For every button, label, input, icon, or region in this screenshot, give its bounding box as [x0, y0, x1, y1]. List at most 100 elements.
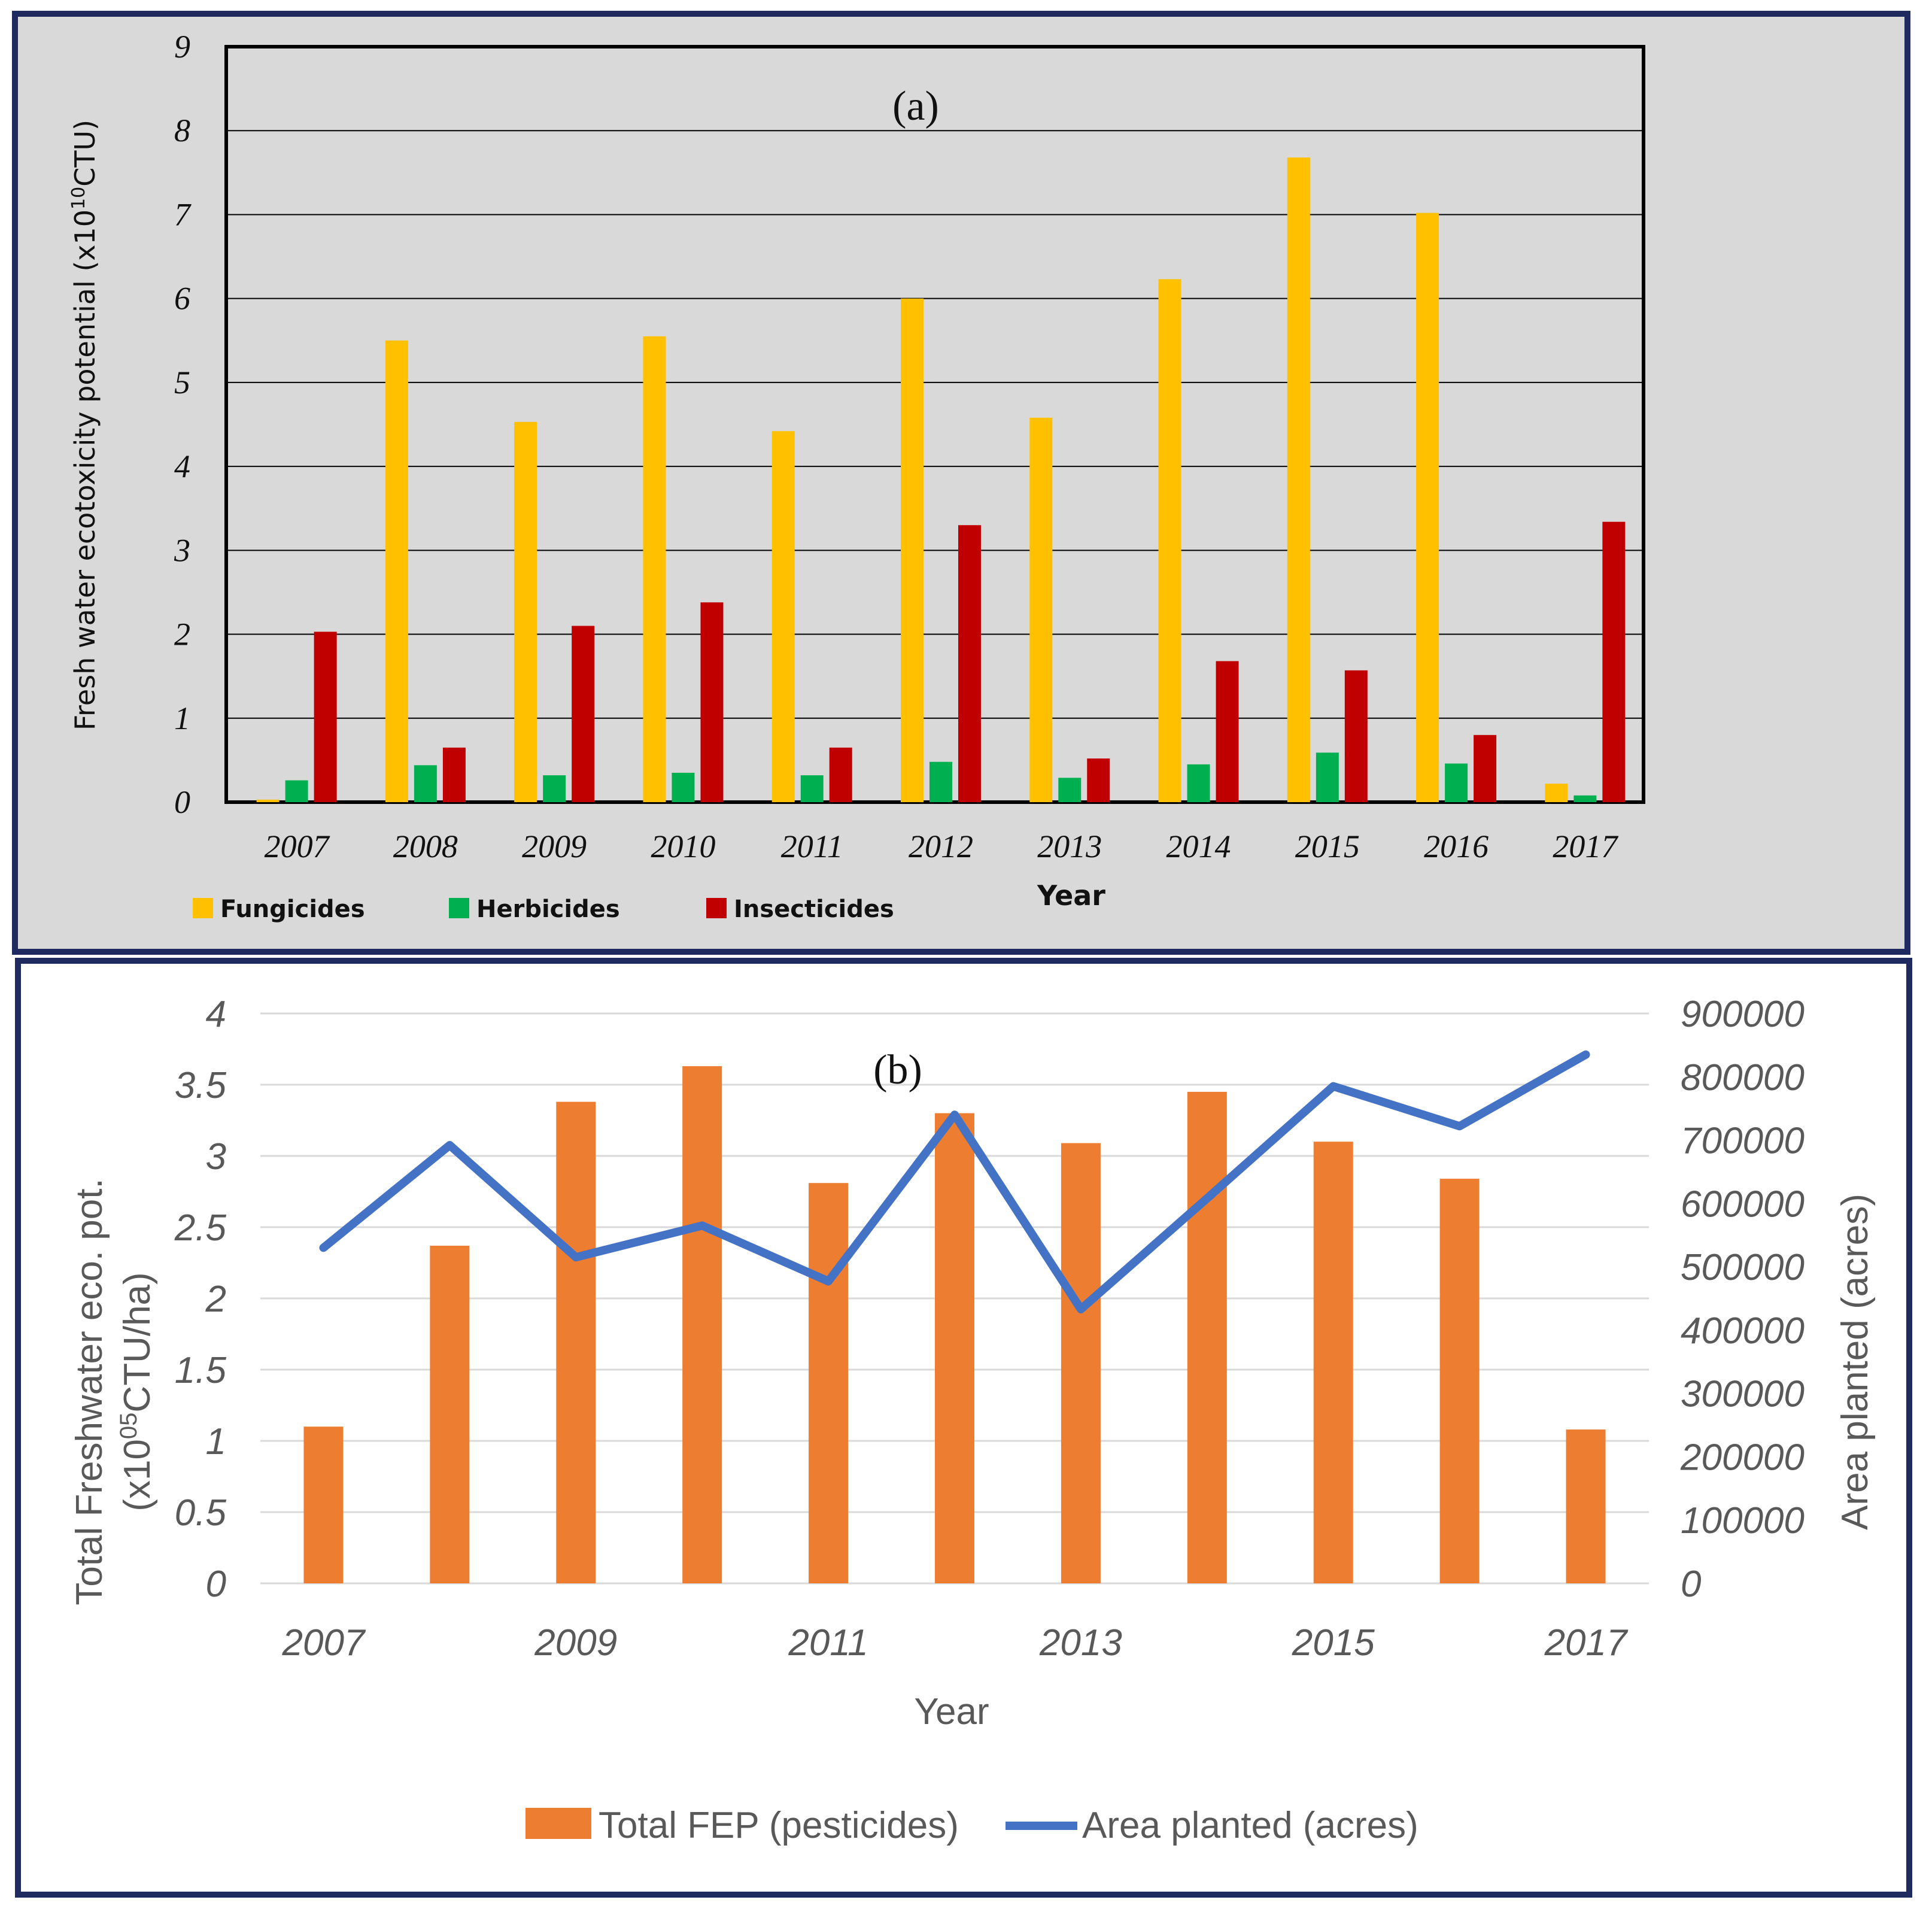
- panel-b-right-y-tick-label: 600000: [1681, 1183, 1805, 1225]
- panel-b-x-tick-label: 2017: [1544, 1622, 1629, 1664]
- panel-a-x-tick-label: 2016: [1424, 828, 1489, 864]
- panel-b-right-y-ticks: 0 100000 200000 300000 400000 500000 600000 700…: [1680, 994, 1805, 1605]
- panel-b-right-y-tick-label: 800000: [1681, 1057, 1805, 1098]
- panel-a-y-tick-label: 1: [174, 700, 190, 736]
- legend-label-insecticides: Insecticides: [734, 896, 894, 923]
- panel-a-y-tick-label: 3: [174, 532, 190, 568]
- bar-insecticides-2008: [442, 747, 466, 802]
- bar-fungicides-2014: [1158, 279, 1181, 803]
- panel-a-x-tick-label: 2010: [651, 828, 715, 864]
- panel-a-y-tick-label: 7: [174, 196, 192, 232]
- legend-label-fungicides: Fungicides: [220, 896, 365, 923]
- panel-a-x-tick-label: 2008: [393, 828, 458, 864]
- bar-total-fep-2014: [1187, 1091, 1227, 1583]
- bar-herbicides-2011: [800, 775, 824, 802]
- panel-b-x-tick-label: 2011: [788, 1622, 868, 1664]
- panel-b-right-y-tick-label: 200000: [1680, 1437, 1805, 1478]
- bar-herbicides-2017: [1573, 795, 1597, 802]
- panel-b-right-y-tick-label: 300000: [1681, 1374, 1805, 1415]
- bar-total-fep-2011: [809, 1183, 849, 1583]
- panel-b-left-y-tick-label: 1.5: [175, 1350, 227, 1391]
- bar-fungicides-2013: [1029, 417, 1053, 802]
- panel-b-label: (b): [873, 1047, 922, 1093]
- panel-a-x-tick-label: 2007: [265, 828, 330, 864]
- bar-herbicides-2015: [1316, 752, 1339, 802]
- bar-fungicides-2017: [1545, 784, 1568, 802]
- bar-insecticides-2012: [958, 525, 981, 802]
- panel-a-x-tick-label: 2012: [909, 828, 973, 864]
- bar-herbicides-2009: [543, 775, 566, 802]
- bar-herbicides-2016: [1445, 763, 1468, 802]
- bar-fungicides-2007: [256, 799, 280, 802]
- panel-b-right-y-tick-label: 100000: [1681, 1500, 1805, 1541]
- panel-a-y-tick-label: 0: [174, 784, 190, 820]
- panel-b-x-tick-label: 2015: [1292, 1622, 1375, 1664]
- panel-a-gridlines: [226, 130, 1644, 719]
- bar-insecticides-2015: [1344, 670, 1368, 802]
- bar-fungicides-2012: [901, 298, 924, 803]
- panel-a-x-tick-label: 2015: [1295, 828, 1360, 864]
- panel-b-right-y-tick-label: 500000: [1681, 1247, 1805, 1288]
- legend-label-herbicides: Herbicides: [476, 896, 620, 923]
- panel-b-left-y-tick-label: 4: [206, 994, 226, 1035]
- bar-total-fep-2012: [935, 1113, 974, 1583]
- panel-a-y-axis-title: Fresh water ecotoxicity potential (x1010…: [68, 120, 102, 730]
- legend-label-area-planted: Area planted (acres): [1082, 1805, 1418, 1846]
- bar-herbicides-2007: [285, 780, 308, 802]
- bar-insecticides-2017: [1602, 521, 1626, 802]
- panel-b-right-y-tick-label: 0: [1681, 1564, 1701, 1605]
- panel-b-left-y-axis-title-line1: Total Freshwater eco. pot.: [69, 1178, 110, 1605]
- bar-total-fep-2017: [1566, 1429, 1606, 1583]
- bar-herbicides-2013: [1058, 778, 1082, 802]
- panel-b-left-y-axis-title-line2: (x1005CTU/ha): [116, 1272, 158, 1511]
- panel-a-y-tick-label: 4: [174, 448, 190, 484]
- panel-a-label: (a): [892, 83, 939, 129]
- panel-b-x-axis-title: Year: [914, 1691, 989, 1732]
- panel-b-legend: Total FEP (pesticides) Area planted (acr…: [525, 1805, 1418, 1846]
- bar-total-fep-2009: [556, 1101, 596, 1583]
- bar-fungicides-2009: [514, 421, 537, 802]
- bar-insecticides-2011: [829, 747, 852, 802]
- bar-herbicides-2014: [1187, 764, 1210, 802]
- panel-b-left-y-ticks: 0 0.5 1 1.5 2 2.5 3 3.5 4: [174, 994, 227, 1605]
- panel-a-y-tick-label: 9: [174, 29, 190, 65]
- panel-a-y-tick-label: 8: [174, 113, 190, 148]
- panel-a-y-tick-label: 5: [174, 365, 190, 400]
- area-planted-line: [319, 1050, 1590, 1313]
- panel-a-x-tick-label: 2014: [1167, 828, 1231, 864]
- bar-fungicides-2011: [771, 431, 795, 802]
- panel-a-x-ticks: 2007 2008 2009 2010 2011 2012 2013 2014 2015 2016…: [265, 828, 1619, 864]
- panel-b-left-y-tick-label: 0: [206, 1564, 226, 1605]
- bar-fungicides-2010: [643, 336, 666, 802]
- panel-a-x-tick-label: 2011: [781, 828, 843, 864]
- panel-b-x-tick-label: 2007: [281, 1622, 366, 1664]
- panel-a-y-tick-label: 6: [174, 281, 190, 317]
- bar-insecticides-2016: [1474, 735, 1497, 802]
- panel-b-right-y-tick-label: 900000: [1681, 994, 1805, 1035]
- panel-a-x-tick-label: 2017: [1553, 828, 1618, 864]
- panel-b-left-y-tick-label: 2: [205, 1279, 226, 1320]
- bar-insecticides-2014: [1216, 661, 1239, 802]
- bar-fungicides-2016: [1416, 213, 1439, 802]
- panel-a-x-tick-label: 2009: [522, 828, 587, 864]
- panel-b-x-tick-label: 2013: [1039, 1622, 1122, 1664]
- panel-b-left-y-tick-label: 3.5: [175, 1065, 227, 1106]
- bar-herbicides-2008: [414, 765, 437, 802]
- panel-a-y-tick-label: 2: [174, 617, 190, 652]
- legend-swatch-insecticides: [706, 898, 727, 918]
- bar-total-fep-2010: [682, 1066, 722, 1583]
- panel-b-right-y-axis-title: Area planted (acres): [1834, 1194, 1876, 1530]
- bar-total-fep-2016: [1439, 1179, 1480, 1583]
- legend-swatch-fungicides: [193, 898, 213, 918]
- panel-b-x-ticks: 2007 2009 2011 2013 2015 2017: [281, 1622, 1629, 1664]
- bar-fungicides-2008: [385, 340, 408, 802]
- bar-insecticides-2009: [572, 626, 595, 802]
- bar-herbicides-2010: [672, 772, 695, 802]
- bar-fungicides-2015: [1287, 157, 1310, 803]
- panel-a-y-ticks: 0 1 2 3 4 5 6 7 8 9: [174, 29, 192, 820]
- bar-insecticides-2013: [1087, 758, 1110, 802]
- panel-a-x-axis-title: Year: [1037, 879, 1105, 912]
- bar-insecticides-2007: [314, 632, 337, 802]
- bar-total-fep-2007: [303, 1427, 344, 1583]
